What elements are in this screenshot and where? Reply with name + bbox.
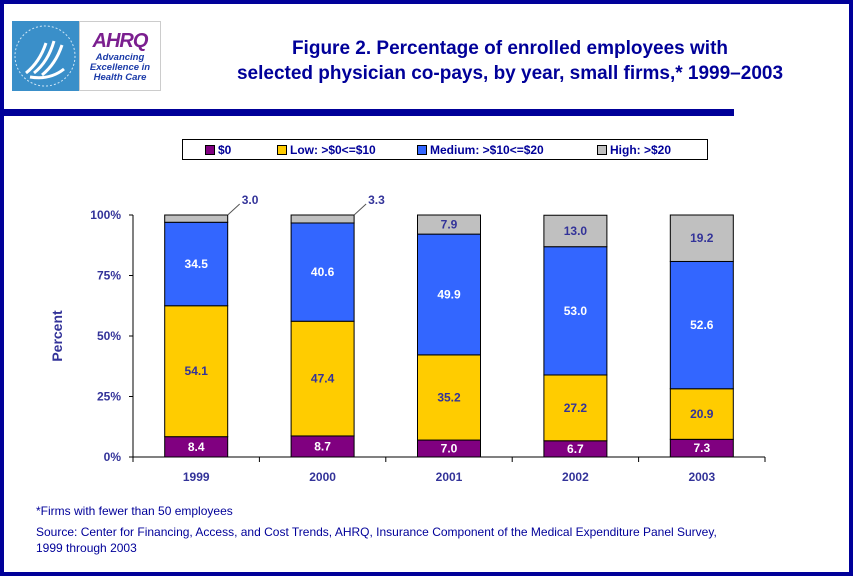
y-axis-label: Percent [49,310,65,362]
x-tick-label: 2001 [436,470,463,484]
y-tick-label: 50% [97,329,121,343]
legend-item-high: High: >$20 [597,143,671,157]
source-note: Source: Center for Financing, Access, an… [36,524,816,556]
source-line-2: 1999 through 2003 [36,541,137,555]
title-line-1: Figure 2. Percentage of enrolled employe… [291,38,729,59]
bar-segment [669,388,734,440]
bar-segment [669,214,734,262]
bar-segment [417,214,481,235]
legend-label-zero: $0 [218,142,232,157]
chart-title: Figure 2. Percentage of enrolled employe… [180,36,840,86]
data-label: 3.0 [242,193,259,207]
bar-segment [669,260,734,390]
bar-segment [164,214,229,223]
data-label: 8.7 [314,439,331,453]
ahrq-wordmark: AHRQ [92,30,149,52]
data-label: 19.2 [690,231,714,245]
ahrq-tagline-1: Advancing [95,52,145,63]
data-label: 52.6 [690,318,714,332]
data-label: 7.9 [441,218,458,232]
source-line-1: Source: Center for Financing, Access, an… [36,525,717,539]
x-tick-label: 2003 [688,470,715,484]
legend-item-low: Low: >$0<=$10 [277,143,376,157]
data-label: 7.3 [693,441,710,455]
y-tick-label: 75% [97,269,121,283]
bar-segment [164,305,229,438]
footnote: *Firms with fewer than 50 employees [36,504,233,518]
data-label: 40.6 [311,265,335,279]
y-tick-label: 0% [104,450,122,464]
x-tick-label: 1999 [183,470,210,484]
bar-segment [417,354,481,441]
bar-segment [543,246,608,376]
data-label: 7.0 [441,442,458,456]
legend-swatch-zero [205,144,215,155]
data-label: 35.2 [437,390,461,404]
ahrq-tagline-3: Health Care [93,72,147,83]
data-label: 27.2 [564,401,588,415]
data-label: 20.9 [690,407,714,421]
data-label: 8.4 [188,440,205,454]
legend-label-medium: Medium: >$10<=$20 [430,142,544,157]
legend-label-low: Low: >$0<=$10 [290,142,376,157]
legend-item-medium: Medium: >$10<=$20 [417,143,544,157]
bar-segment [543,374,608,442]
hhs-eagle-logo [12,21,79,91]
legend-swatch-high [597,144,607,155]
data-label-leader [227,203,241,216]
data-label: 49.9 [437,287,461,301]
legend-item-zero: $0 [205,143,231,157]
legend-label-high: High: >$20 [610,142,672,157]
legend-swatch-low [277,144,287,155]
bar-segment [290,320,355,437]
bar-segment [164,221,229,307]
bar-segment [290,214,355,224]
data-label: 53.0 [564,304,588,318]
title-line-2: selected physician co-pays, by year, sma… [236,63,784,84]
bar-segment [290,222,355,322]
bar-segment [543,214,608,248]
ahrq-logo: AHRQ Advancing Excellence in Health Care [79,21,161,91]
bar-segment [417,233,481,356]
data-label: 6.7 [567,442,584,456]
data-label: 47.4 [311,372,335,386]
legend: $0 Low: >$0<=$10 Medium: >$10<=$20 High:… [182,139,708,160]
ahrq-tagline-2: Excellence in [89,62,151,73]
data-label: 34.5 [185,257,209,271]
x-tick-label: 2002 [562,470,589,484]
data-label: 54.1 [185,364,209,378]
logo-group: AHRQ Advancing Excellence in Health Care [12,21,161,91]
title-rule [0,109,734,116]
data-label-leader [353,203,367,216]
data-label: 3.3 [368,193,385,207]
y-tick-label: 100% [90,208,121,222]
y-tick-label: 25% [97,390,121,404]
data-label: 13.0 [564,224,588,238]
x-tick-label: 2000 [309,470,336,484]
eagle-icon [14,25,76,87]
legend-swatch-medium [417,144,427,155]
